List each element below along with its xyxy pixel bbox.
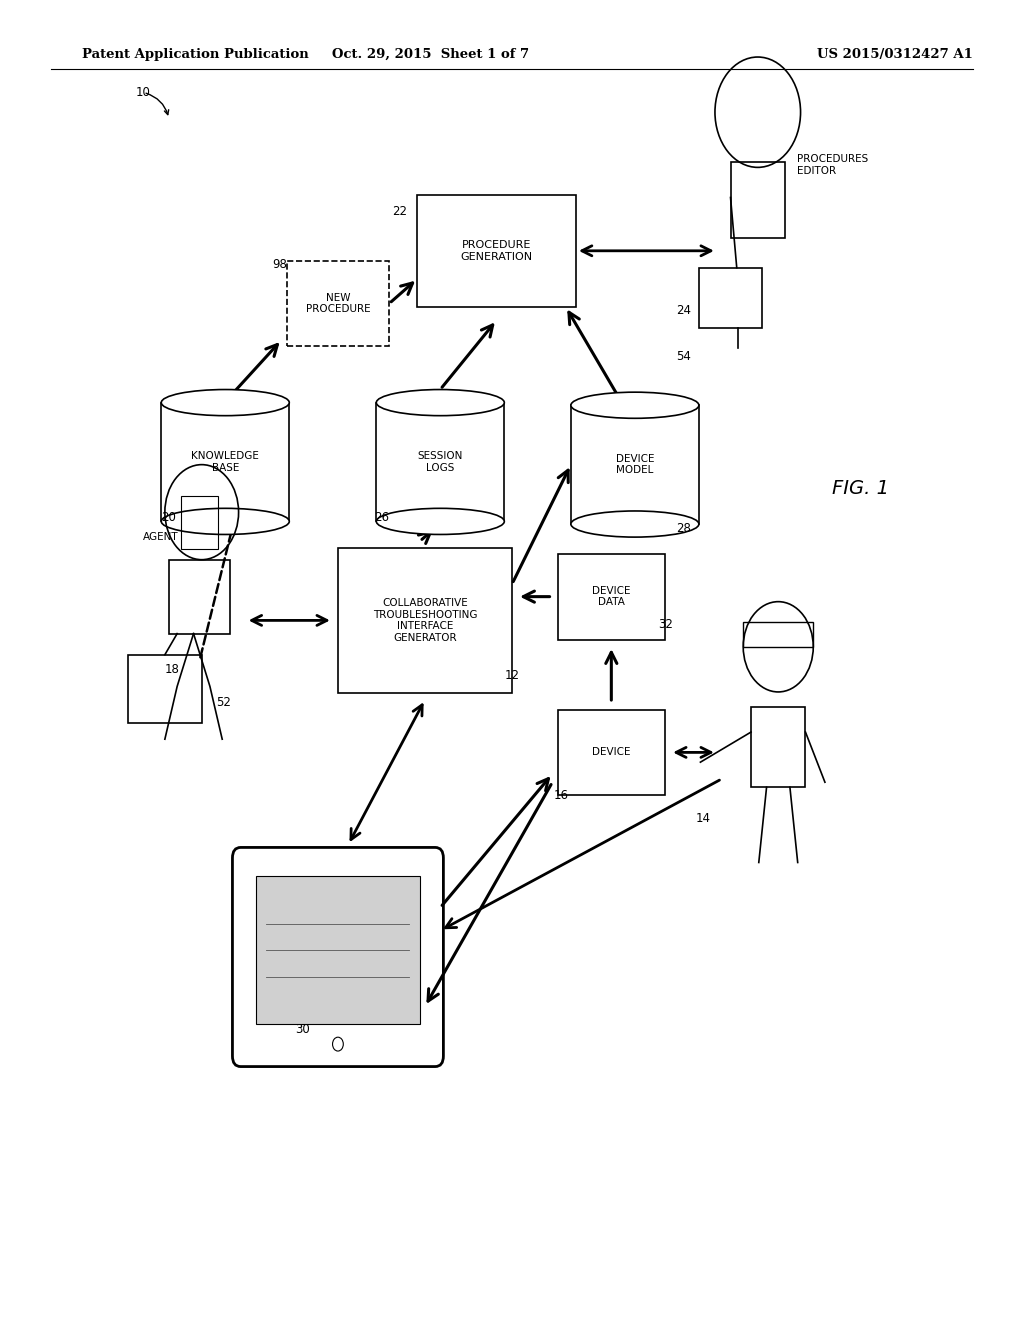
Text: COLLABORATIVE
TROUBLESHOOTING
INTERFACE
GENERATOR: COLLABORATIVE TROUBLESHOOTING INTERFACE …: [373, 598, 477, 643]
Text: 16: 16: [554, 789, 568, 803]
Text: DEVICE
DATA: DEVICE DATA: [592, 586, 631, 607]
Bar: [557, 710, 666, 795]
Text: PROCEDURE
GENERATION: PROCEDURE GENERATION: [461, 240, 532, 261]
Ellipse shape: [162, 389, 289, 416]
Text: 20: 20: [162, 511, 176, 524]
Bar: [418, 194, 575, 306]
Bar: [181, 496, 218, 549]
FancyBboxPatch shape: [232, 847, 443, 1067]
Ellipse shape: [376, 389, 504, 416]
Ellipse shape: [162, 508, 289, 535]
Bar: [128, 655, 202, 723]
Bar: [743, 622, 813, 647]
Text: 98: 98: [272, 257, 287, 271]
Bar: [699, 268, 762, 327]
Text: 12: 12: [505, 669, 519, 682]
Text: Patent Application Publication: Patent Application Publication: [82, 48, 308, 61]
Text: DEVICE
MODEL: DEVICE MODEL: [615, 454, 654, 475]
Text: AGENT: AGENT: [143, 532, 179, 543]
Ellipse shape: [376, 508, 504, 535]
Text: Oct. 29, 2015  Sheet 1 of 7: Oct. 29, 2015 Sheet 1 of 7: [332, 48, 528, 61]
Text: DEVICE: DEVICE: [592, 747, 631, 758]
Bar: [557, 554, 666, 639]
Text: 26: 26: [375, 511, 389, 524]
Ellipse shape: [571, 511, 699, 537]
Text: 54: 54: [677, 350, 691, 363]
Text: PROCEDURES
EDITOR: PROCEDURES EDITOR: [797, 154, 868, 176]
Text: US 2015/0312427 A1: US 2015/0312427 A1: [817, 48, 973, 61]
Bar: [287, 261, 389, 346]
Text: NEW
PROCEDURE: NEW PROCEDURE: [305, 293, 371, 314]
Text: 10: 10: [136, 86, 151, 99]
Ellipse shape: [571, 392, 699, 418]
Bar: [571, 405, 698, 524]
Bar: [751, 708, 806, 787]
Bar: [338, 548, 512, 693]
Bar: [730, 162, 785, 238]
Text: 18: 18: [165, 663, 179, 676]
Bar: [169, 560, 230, 634]
Text: 14: 14: [696, 812, 711, 825]
Text: 30: 30: [295, 1023, 309, 1036]
Text: KNOWLEDGE
BASE: KNOWLEDGE BASE: [191, 451, 259, 473]
Bar: [162, 403, 289, 521]
Text: SESSION
LOGS: SESSION LOGS: [418, 451, 463, 473]
Text: 22: 22: [392, 205, 407, 218]
Text: FIG. 1: FIG. 1: [831, 479, 889, 498]
Text: 28: 28: [677, 521, 691, 535]
Text: 32: 32: [658, 618, 673, 631]
Text: 24: 24: [677, 304, 691, 317]
Bar: [256, 876, 420, 1024]
Text: 52: 52: [216, 696, 230, 709]
Bar: [377, 403, 504, 521]
